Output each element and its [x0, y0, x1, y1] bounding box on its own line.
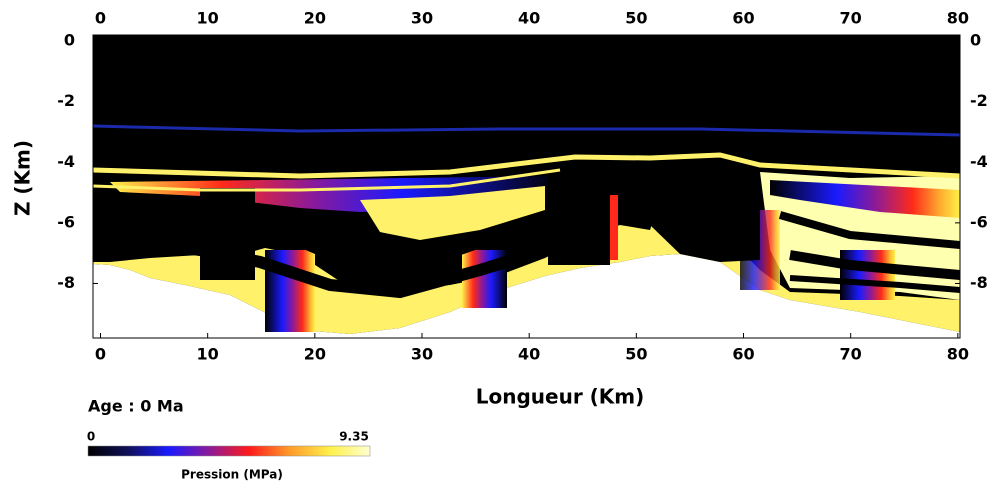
x-tick-label: 20	[304, 9, 326, 28]
x-axis-label: Longueur (Km)	[476, 385, 645, 409]
x-tick-label: 50	[625, 9, 647, 28]
x-tick-label: 30	[411, 9, 433, 28]
y-tick-label: -8	[970, 273, 988, 292]
y-axis-label: Z (Km)	[11, 140, 35, 216]
y-tick-label: -2	[970, 91, 988, 110]
plot-frame	[92, 34, 961, 339]
x-tick-label: 0	[95, 345, 106, 364]
x-tick-label: 10	[197, 345, 219, 364]
x-tick-label: 20	[304, 345, 326, 364]
x-tick-label: 0	[95, 9, 106, 28]
colorbar-min: 0	[87, 430, 95, 444]
x-tick-label: 10	[197, 9, 219, 28]
colorbar	[87, 445, 371, 457]
x-tick-label: 40	[518, 345, 540, 364]
y-tick-label: -8	[57, 273, 75, 292]
y-tick-label: 0	[970, 31, 981, 50]
x-tick-label: 50	[625, 345, 647, 364]
y-tick-label: -6	[970, 212, 988, 231]
x-tick-label: 70	[840, 9, 862, 28]
x-tick-label: 80	[947, 9, 969, 28]
x-tick-label: 70	[840, 345, 862, 364]
x-tick-label: 30	[411, 345, 433, 364]
colorbar-label: Pression (MPa)	[181, 468, 283, 482]
y-tick-label: -4	[57, 152, 75, 171]
colorbar-max: 9.35	[339, 430, 369, 444]
x-tick-label: 60	[732, 345, 754, 364]
y-tick-label: 0	[64, 31, 75, 50]
y-tick-label: -2	[57, 91, 75, 110]
y-tick-label: -6	[57, 212, 75, 231]
cross-section	[93, 35, 960, 338]
x-tick-label: 60	[732, 9, 754, 28]
y-tick-label: -4	[970, 152, 988, 171]
x-tick-label: 40	[518, 9, 540, 28]
x-tick-label: 80	[947, 345, 969, 364]
age-label: Age : 0 Ma	[88, 397, 184, 416]
